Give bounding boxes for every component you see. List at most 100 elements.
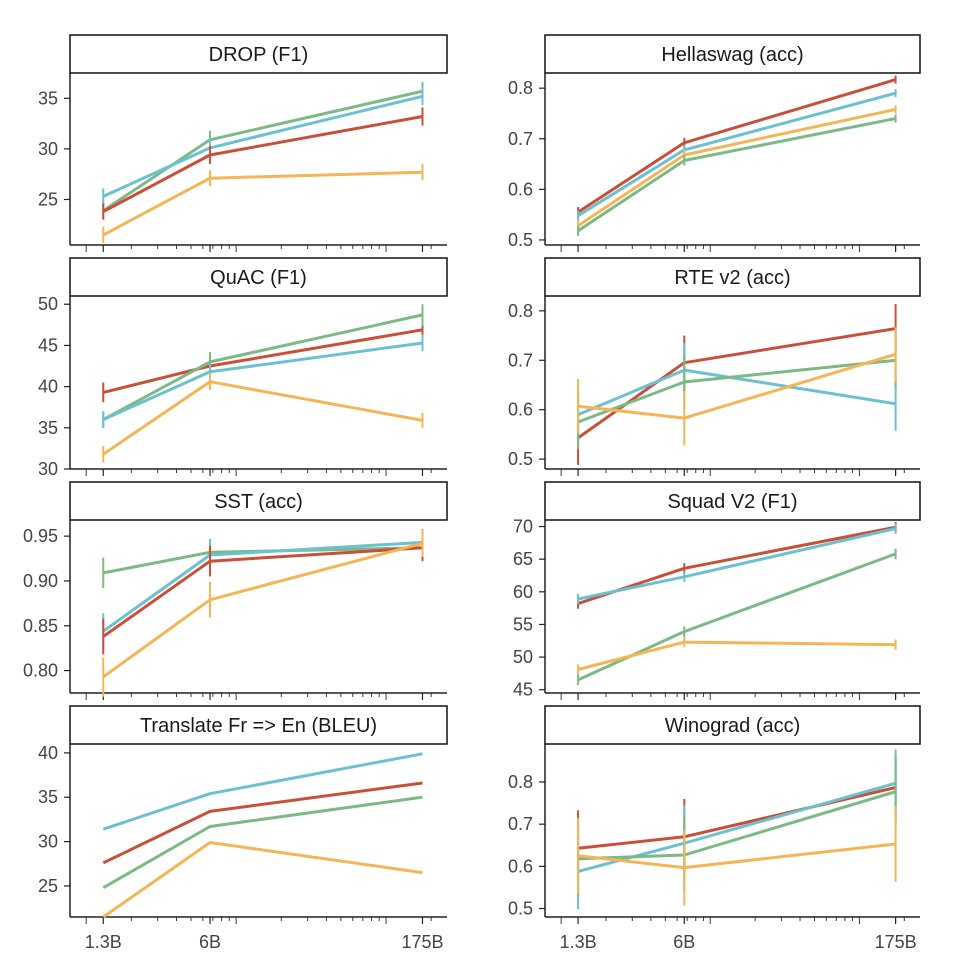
panel-winograd-acc: Winograd (acc) 0.5 0.6 0.7 0.8 1.3B 6B 175B: [508, 705, 921, 952]
series-green: [577, 333, 897, 450]
series-red: [577, 303, 897, 466]
series-green: [102, 82, 424, 219]
series-line-red: [102, 115, 423, 213]
y-tick-label: 0.85: [23, 616, 58, 636]
panel-title: Squad V2 (F1): [667, 491, 797, 513]
panel-title-box: [69, 705, 448, 745]
y-tick-label: 0.5: [508, 899, 533, 919]
series-line-teal: [577, 91, 896, 217]
y-tick-label: 55: [513, 614, 533, 634]
series-line-orange: [102, 170, 423, 237]
series-line-orange: [102, 841, 423, 919]
panel-drop-f1: DROP (F1) 25 30 35: [38, 34, 448, 252]
y-tick-label: 60: [513, 582, 533, 602]
series-orange: [102, 164, 424, 243]
y-tick-label: 0.8: [508, 78, 533, 98]
y-tick-label: 0.6: [508, 856, 533, 876]
panel-hellaswag-acc: Hellaswag (acc) 0.5 0.6 0.7 0.8: [508, 34, 921, 252]
panel-title-box: [544, 34, 921, 74]
series-teal: [577, 749, 897, 910]
series-teal: [102, 752, 423, 831]
y-tick-label: 0.7: [508, 350, 533, 370]
panel-title: QuAC (F1): [210, 267, 307, 289]
y-tick-label: 65: [513, 549, 533, 569]
series-line-teal: [102, 752, 423, 831]
y-tick-label: 35: [38, 418, 58, 438]
series-green: [577, 114, 897, 236]
y-tick-label: 30: [38, 459, 58, 479]
y-tick-label: 0.8: [508, 772, 533, 792]
panel-title-box: [544, 257, 921, 297]
panel-title: SST (acc): [214, 491, 303, 513]
y-tick-label: 0.5: [508, 230, 533, 250]
y-tick-label: 25: [38, 189, 58, 209]
series-teal: [577, 523, 897, 605]
y-tick-label: 0.7: [508, 814, 533, 834]
panel-title: DROP (F1): [209, 44, 309, 66]
panel-rte-v2-acc: RTE v2 (acc) 0.5 0.6 0.7 0.8: [508, 257, 921, 476]
x-tick-label: 175B: [875, 932, 917, 952]
y-tick-label: 50: [38, 294, 58, 314]
x-tick-label: 1.3B: [560, 932, 597, 952]
panel-squad-v2-f1: Squad V2 (F1) 45 50 55 60 65 70: [513, 481, 921, 700]
panel-title: Winograd (acc): [665, 715, 801, 737]
series-orange: [577, 327, 897, 446]
panel-title: Hellaswag (acc): [661, 44, 803, 66]
y-tick-label: 0.80: [23, 661, 58, 681]
y-tick-label: 45: [513, 680, 533, 700]
y-tick-label: 40: [38, 377, 58, 397]
y-tick-label: 0.90: [23, 571, 58, 591]
series-line-red: [577, 78, 897, 214]
series-line-green: [577, 552, 897, 682]
y-tick-label: 45: [38, 335, 58, 355]
series-line-green: [102, 313, 423, 421]
panel-title-box: [69, 257, 448, 297]
panel-translate-fr-en-bleu: Translate Fr => En (BLEU) 25 30 35 40 1.3B 6B 1…: [38, 705, 448, 952]
series-orange: [102, 373, 424, 463]
series-line-red: [102, 328, 423, 394]
series-red: [102, 107, 424, 220]
y-tick-label: 0.6: [508, 179, 533, 199]
y-tick-label: 35: [38, 787, 58, 807]
series-teal: [102, 528, 424, 650]
panel-title-box: [544, 705, 921, 745]
series-teal: [577, 342, 897, 442]
series-red: [102, 781, 423, 865]
y-tick-label: 0.8: [508, 301, 533, 321]
y-tick-label: 0.5: [508, 449, 533, 469]
panel-quac-f1: QuAC (F1) 30 35 40 45 50: [38, 257, 448, 479]
y-tick-label: 0.6: [508, 400, 533, 420]
x-tick-label: 1.3B: [85, 932, 122, 952]
y-tick-label: 30: [38, 139, 58, 159]
y-tick-label: 70: [513, 517, 533, 537]
x-tick-label: 6B: [199, 932, 221, 952]
series-orange: [102, 841, 423, 919]
x-tick-label: 6B: [673, 932, 695, 952]
series-line-green: [102, 795, 423, 890]
y-tick-label: 0.95: [23, 526, 58, 546]
y-tick-label: 30: [38, 832, 58, 852]
series-red: [577, 75, 897, 218]
series-line-red: [102, 781, 423, 865]
series-line-red: [102, 546, 423, 638]
series-line-teal: [577, 527, 896, 601]
series-green: [102, 795, 423, 890]
panel-title: RTE v2 (acc): [674, 267, 790, 289]
series-line-red: [577, 327, 896, 440]
y-tick-label: 50: [513, 647, 533, 667]
panel-title-box: [544, 481, 921, 521]
panel-sst-acc: SST (acc) 0.80 0.85 0.90 0.95: [23, 481, 448, 700]
y-tick-label: 25: [38, 876, 58, 896]
y-tick-label: 35: [38, 88, 58, 108]
panel-title-box: [69, 481, 448, 521]
panel-title-box: [69, 34, 448, 74]
y-tick-label: 40: [38, 743, 58, 763]
series-orange: [102, 529, 424, 697]
panel-title: Translate Fr => En (BLEU): [140, 715, 377, 737]
series-red: [577, 753, 897, 887]
series-line-orange: [577, 640, 896, 671]
x-tick-label: 175B: [401, 932, 443, 952]
series-green: [577, 548, 897, 686]
y-tick-label: 0.7: [508, 129, 533, 149]
